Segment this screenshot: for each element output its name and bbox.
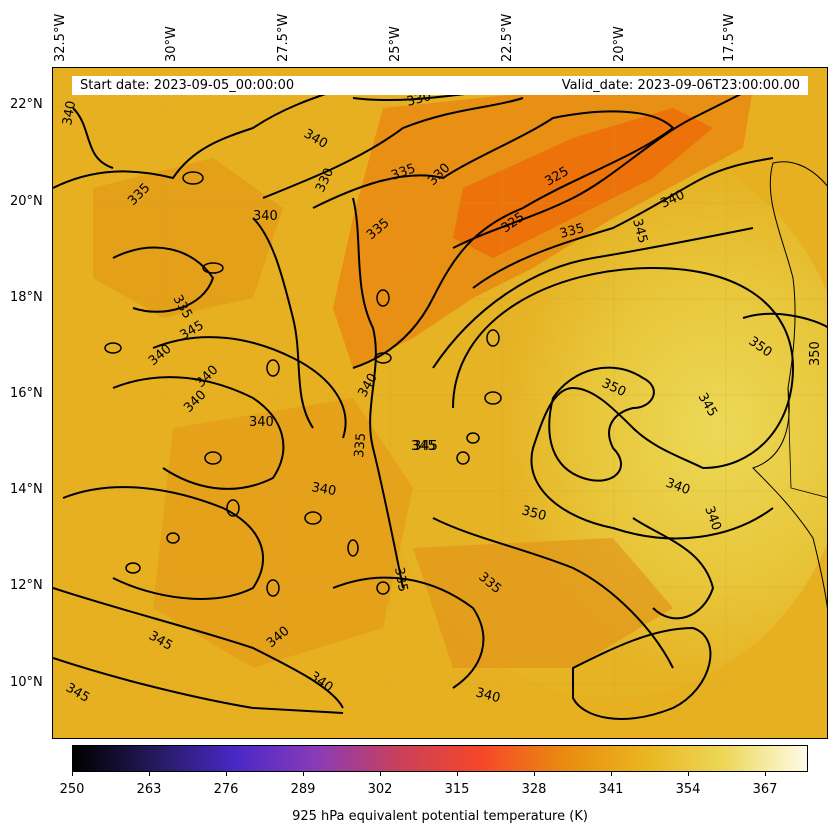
- contour-line: [252, 217, 314, 429]
- colorbar-tick-label: 302: [367, 782, 393, 797]
- colorbar: [72, 745, 808, 772]
- contour-line: [432, 517, 674, 669]
- contour-line: [742, 312, 827, 329]
- lat-label: 16°N: [10, 386, 43, 401]
- lat-label: 22°N: [10, 97, 43, 112]
- colorbar-tickmark: [380, 771, 381, 776]
- coastline: [752, 161, 827, 608]
- contour-line: [432, 227, 754, 369]
- theta-e-map: 330 340 335 330 340 335 340 330 325 325 …: [53, 68, 827, 738]
- colorbar-tick-label: 328: [521, 782, 547, 797]
- colorbar-tick-label: 341: [598, 782, 624, 797]
- contour-line: [472, 157, 774, 289]
- graticule: [53, 68, 827, 738]
- contour-lines: [53, 77, 827, 720]
- lon-label: 22.5°W: [500, 13, 515, 62]
- colorbar-tickmark: [303, 771, 304, 776]
- contour-label: 345: [411, 439, 436, 454]
- colorbar-tick-label: 250: [59, 782, 85, 797]
- lat-label: 12°N: [10, 578, 43, 593]
- date-header: Start date: 2023-09-05_00:00:00 Valid_da…: [72, 76, 808, 95]
- contour-line: [152, 336, 347, 439]
- colorbar-tickmark: [611, 771, 612, 776]
- contour-line: [53, 587, 344, 709]
- lon-label: 17.5°W: [722, 13, 737, 62]
- colorbar-tick-label: 276: [213, 782, 239, 797]
- contour-label: 350: [808, 341, 823, 366]
- colorbar-tickmark: [688, 771, 689, 776]
- contour-label-group: 330 340 335 330 340 335 340 330 325 325 …: [60, 89, 823, 706]
- colorbar-tickmark: [72, 771, 73, 776]
- lat-label: 14°N: [10, 482, 43, 497]
- contour-label: 345: [413, 439, 438, 454]
- contour-label: 340: [310, 480, 337, 499]
- border-line: [787, 387, 827, 498]
- contour-line: [312, 110, 675, 369]
- colorbar-tick-label: 354: [675, 782, 701, 797]
- lon-label: 25°W: [388, 26, 403, 62]
- colorbar-tick-label: 263: [136, 782, 162, 797]
- colorbar-tick-label: 289: [290, 782, 316, 797]
- lon-label: 30°W: [164, 26, 179, 62]
- lat-label: 20°N: [10, 194, 43, 209]
- southwest-patch: [153, 398, 413, 668]
- valid-date: Valid_date: 2023-09-06T23:00:00.00: [561, 78, 800, 93]
- contour-line: [632, 517, 715, 620]
- contour-line: [452, 266, 795, 540]
- contour-line: [262, 97, 524, 199]
- colorbar-tick-label: 315: [444, 782, 470, 797]
- contour-line: [352, 197, 404, 589]
- contour-label: 340: [249, 415, 274, 430]
- contour-line: [53, 87, 344, 189]
- contour-line: [62, 486, 264, 600]
- contour-label: 340: [253, 209, 278, 224]
- map-panel: 330 340 335 330 340 335 340 330 325 325 …: [52, 67, 828, 739]
- lon-label: 27.5°W: [276, 13, 291, 62]
- contour-line: [112, 246, 215, 313]
- colorbar-tickmark: [534, 771, 535, 776]
- contour-label: 335: [391, 566, 410, 593]
- contour-line: [53, 657, 344, 714]
- contour-line: [72, 107, 114, 169]
- colorbar-tickmark: [149, 771, 150, 776]
- lat-label: 18°N: [10, 290, 43, 305]
- contour-label: 340: [474, 685, 502, 706]
- contour-blobs: [104, 171, 502, 597]
- south-patch: [413, 538, 673, 668]
- contour-label: 340: [60, 100, 79, 127]
- contour-label: 350: [520, 503, 548, 524]
- contour-label: 335: [352, 432, 369, 458]
- colorbar-tickmark: [765, 771, 766, 776]
- contour-line: [452, 87, 754, 249]
- lat-label: 10°N: [10, 675, 43, 690]
- contour-label: 335: [558, 221, 586, 242]
- contour-line: [572, 626, 712, 720]
- contour-line: [112, 376, 285, 490]
- contour-line: [548, 366, 655, 482]
- lon-label: 20°W: [612, 26, 627, 62]
- contour-label: 345: [629, 217, 650, 245]
- colorbar-label: 925 hPa equivalent potential temperature…: [292, 809, 588, 824]
- colorbar-tick-label: 367: [752, 782, 778, 797]
- colorbar-tickmark: [457, 771, 458, 776]
- start-date: Start date: 2023-09-05_00:00:00: [80, 78, 295, 93]
- lon-label: 32.5°W: [53, 13, 68, 62]
- colorbar-tickmark: [226, 771, 227, 776]
- contour-line: [332, 576, 485, 689]
- west-patch: [93, 158, 283, 318]
